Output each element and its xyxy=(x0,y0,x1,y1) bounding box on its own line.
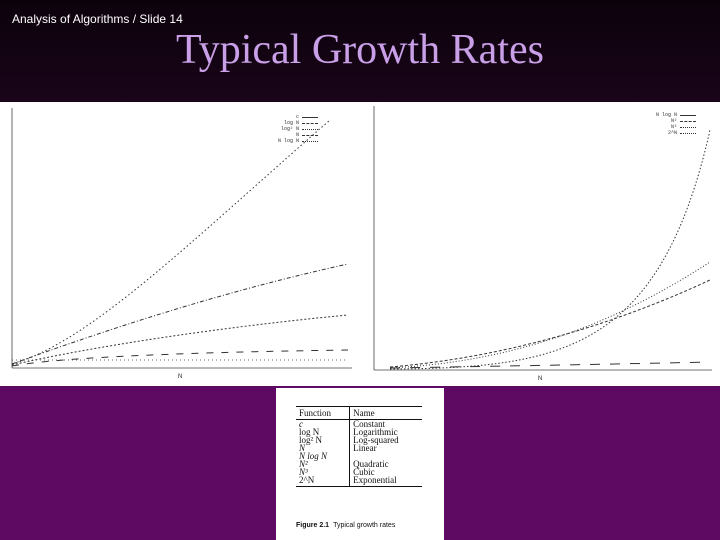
legend-swatch xyxy=(680,126,697,128)
growth-table-card: Function Name c Constant log N Logarithmic… xyxy=(276,388,444,540)
legend-label: N xyxy=(296,132,300,138)
right-curve-quadratic xyxy=(389,279,711,368)
table-row: 2^N Exponential xyxy=(296,476,422,487)
slide-title: Typical Growth Rates xyxy=(176,27,544,73)
name-cell: Linear xyxy=(349,444,422,453)
function-cell: N xyxy=(299,443,306,453)
legend-entry: N xyxy=(278,132,319,138)
caption-label: Figure 2.1 xyxy=(296,522,330,529)
name-cell: Constant xyxy=(349,419,422,428)
function-cell: c xyxy=(299,419,303,429)
function-cell: N² xyxy=(299,459,308,469)
left-curve-log2n xyxy=(11,314,349,366)
growth-table: Function Name c Constant log N Logarithmic… xyxy=(296,406,422,487)
left-growth-plot: c log N log² N N N log N N xyxy=(0,102,360,386)
legend-swatch xyxy=(680,132,697,134)
left-curve-logn xyxy=(11,349,349,367)
table-row: N² Quadratic xyxy=(296,459,422,469)
table-row: N³ Cubic xyxy=(296,467,422,477)
left-legend: c log N log² N N N log N xyxy=(278,114,319,144)
legend-entry: N³ xyxy=(656,124,697,130)
legend-label: N log N xyxy=(278,138,300,144)
right-legend: N log N N² N³ 2^N xyxy=(656,112,697,136)
function-cell: log² N xyxy=(299,435,322,445)
right-growth-plot: N log N N² N³ 2^N N xyxy=(360,102,720,386)
table-row: c Constant xyxy=(296,419,422,429)
left-x-axis-label: N xyxy=(178,374,183,380)
function-header: Function xyxy=(296,406,350,420)
header-band xyxy=(0,0,720,102)
legend-entry: N² xyxy=(656,118,697,124)
legend-swatch xyxy=(302,122,319,124)
name-cell: Log-squared xyxy=(349,436,422,445)
left-curve-n xyxy=(11,263,349,365)
legend-entry: N log N xyxy=(278,138,319,144)
name-cell: Quadratic xyxy=(349,460,422,469)
legend-entry: log² N xyxy=(278,126,319,132)
legend-swatch xyxy=(302,128,319,130)
legend-entry: c xyxy=(278,114,319,120)
right-x-axis-label: N xyxy=(538,376,543,382)
legend-entry: log N xyxy=(278,120,319,126)
table-caption: Figure 2.1 Typical growth rates xyxy=(296,522,395,529)
legend-label: N² xyxy=(671,118,678,124)
legend-label: N³ xyxy=(671,124,678,130)
legend-swatch xyxy=(302,116,319,118)
name-header: Name xyxy=(349,406,422,420)
legend-label: 2^N xyxy=(668,130,678,136)
function-cell: 2^N xyxy=(296,476,350,487)
left-plot-svg xyxy=(11,108,352,369)
table-row: N Linear xyxy=(296,443,422,453)
name-cell: Logarithmic xyxy=(349,428,422,437)
name-cell: Exponential xyxy=(349,476,422,487)
legend-label: log N xyxy=(284,120,300,126)
slide-label: Analysis of Algorithms / Slide 14 xyxy=(12,12,183,26)
table-row: log N Logarithmic xyxy=(296,427,422,437)
function-cell: log N xyxy=(299,427,320,437)
function-cell: N log N xyxy=(299,451,328,461)
table-row: log² N Log-squared xyxy=(296,435,422,445)
legend-swatch xyxy=(302,140,319,142)
legend-label: c xyxy=(296,114,300,120)
right-curve-exponential xyxy=(389,129,711,370)
name-cell: Cubic xyxy=(349,468,422,477)
legend-swatch xyxy=(680,120,697,122)
right-plot-svg xyxy=(373,106,712,371)
legend-entry: 2^N xyxy=(656,130,697,136)
legend-swatch xyxy=(680,114,697,116)
name-cell xyxy=(349,452,422,460)
table-header-row: Function Name xyxy=(296,406,422,420)
legend-label: N log N xyxy=(656,112,678,118)
right-curve-nlogn xyxy=(389,361,711,369)
table-row: N log N xyxy=(296,451,422,461)
caption-text: Typical growth rates xyxy=(333,522,396,529)
legend-swatch xyxy=(302,134,319,136)
function-cell: N³ xyxy=(299,467,308,477)
left-curve-nlogn xyxy=(11,119,331,365)
legend-label: log² N xyxy=(281,126,300,132)
legend-entry: N log N xyxy=(656,112,697,118)
